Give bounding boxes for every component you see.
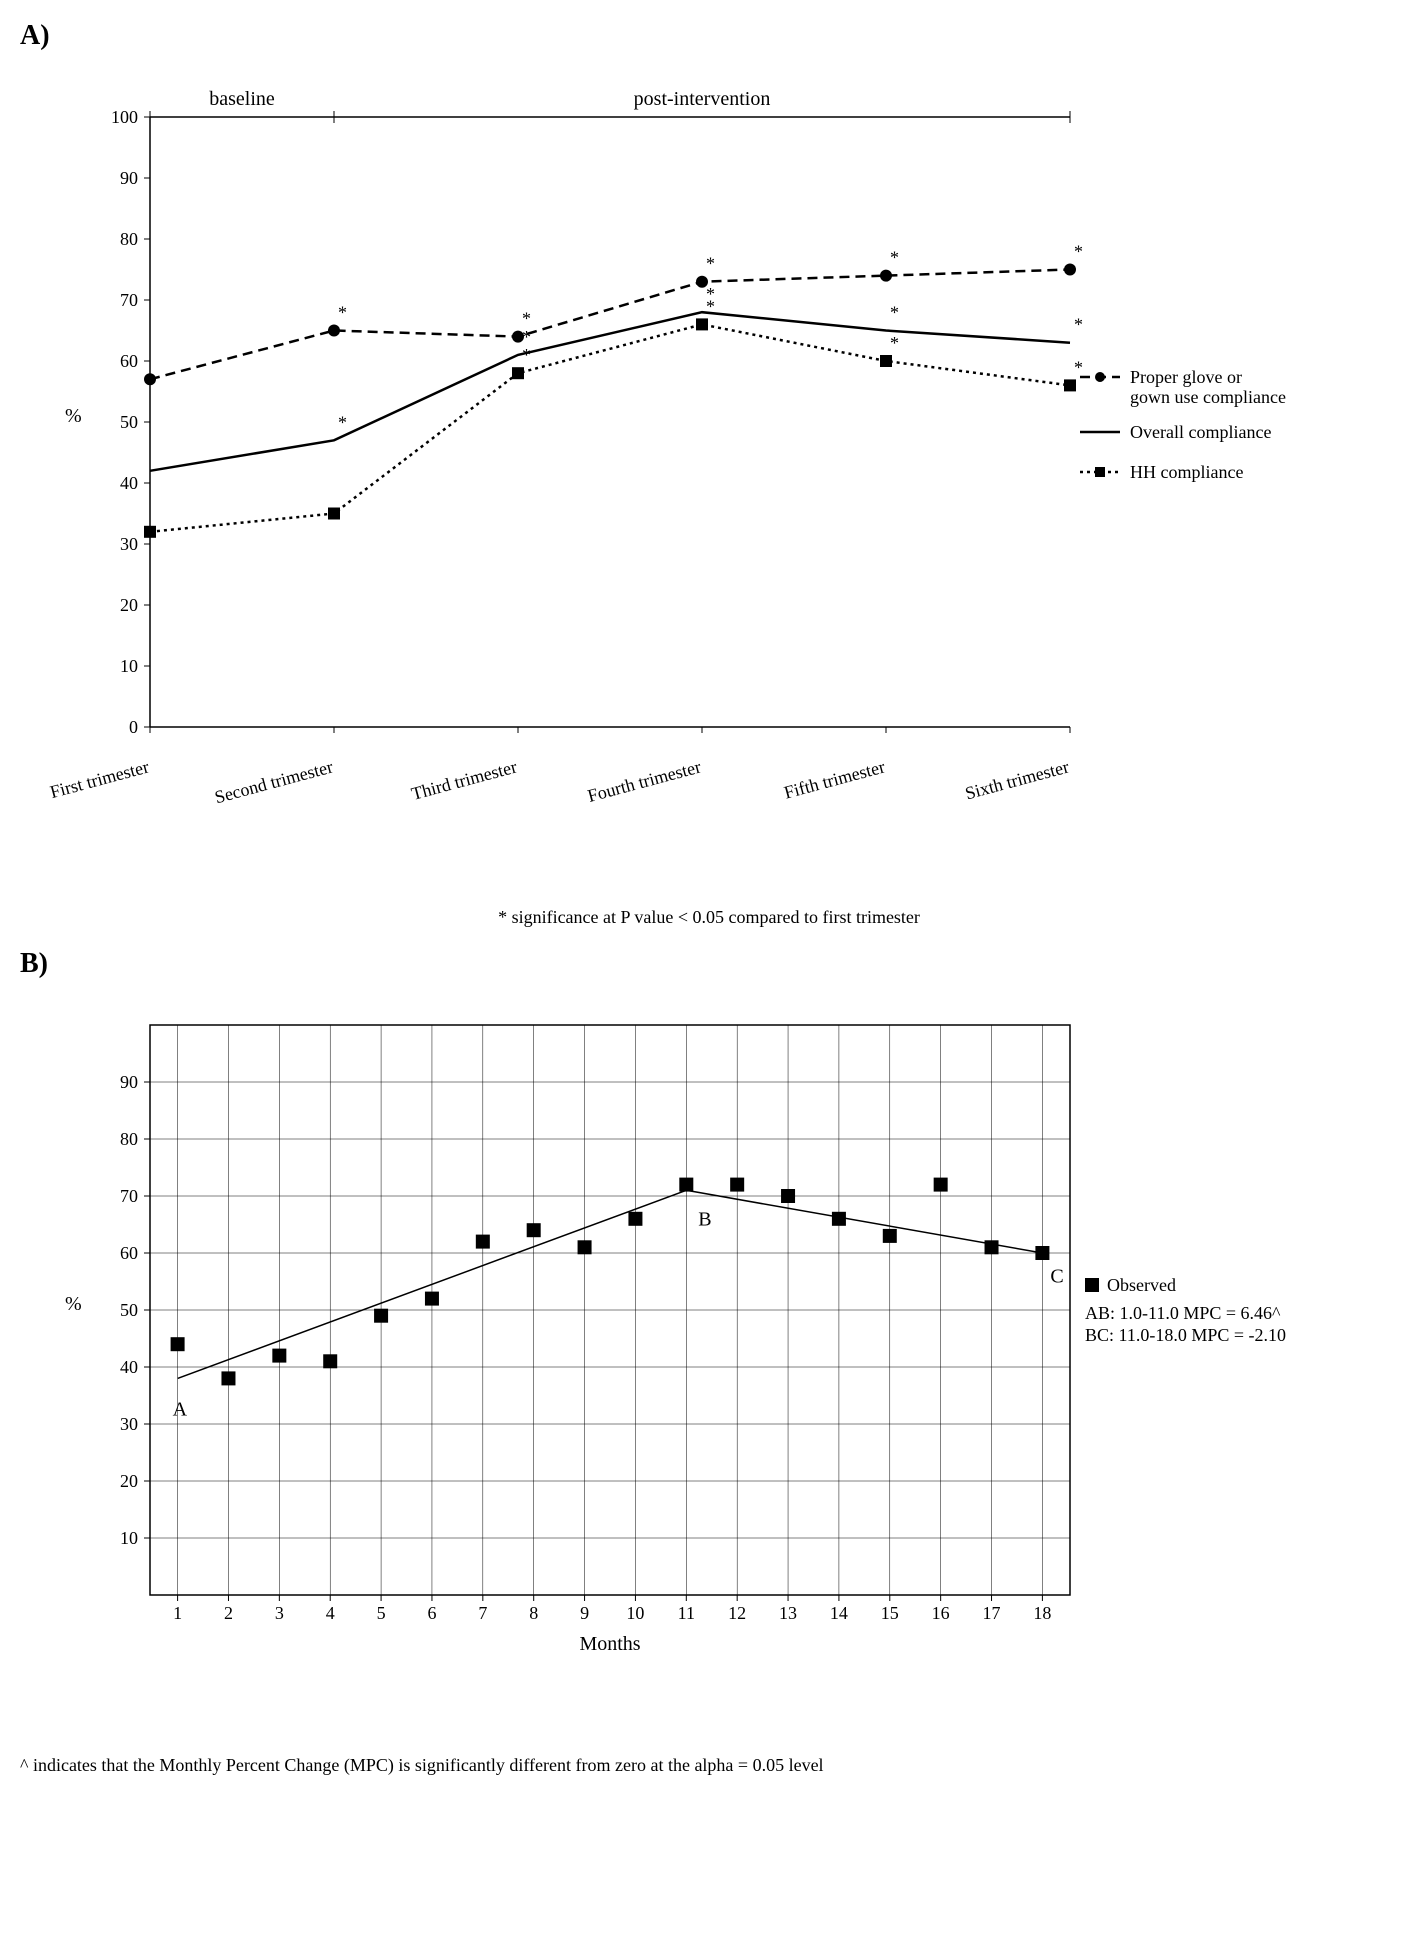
svg-text:baseline: baseline <box>209 88 275 110</box>
svg-text:2: 2 <box>224 1603 233 1623</box>
panel-a-label: A) <box>20 20 1398 52</box>
svg-text:*: * <box>890 333 899 353</box>
svg-text:Sixth trimester: Sixth trimester <box>963 757 1071 804</box>
svg-text:20: 20 <box>120 1471 138 1491</box>
svg-text:*: * <box>1074 315 1083 335</box>
svg-text:Observed: Observed <box>1107 1275 1176 1295</box>
svg-text:10: 10 <box>626 1603 644 1623</box>
svg-text:*: * <box>1074 357 1083 377</box>
svg-text:5: 5 <box>377 1603 386 1623</box>
svg-text:0: 0 <box>129 717 138 737</box>
svg-text:post-intervention: post-intervention <box>634 88 771 110</box>
svg-text:60: 60 <box>120 1243 138 1263</box>
svg-text:Months: Months <box>579 1633 640 1655</box>
svg-text:80: 80 <box>120 229 138 249</box>
svg-text:70: 70 <box>120 290 138 310</box>
svg-text:B: B <box>698 1208 711 1230</box>
svg-text:20: 20 <box>120 595 138 615</box>
svg-text:18: 18 <box>1033 1603 1051 1623</box>
svg-text:AB: 1.0-11.0 MPC = 6.46^: AB: 1.0-11.0 MPC = 6.46^ <box>1085 1303 1281 1323</box>
svg-text:13: 13 <box>779 1603 797 1623</box>
svg-text:*: * <box>522 309 531 329</box>
svg-text:*: * <box>338 303 347 323</box>
svg-text:4: 4 <box>326 1603 335 1623</box>
svg-text:10: 10 <box>120 656 138 676</box>
svg-text:Second trimester: Second trimester <box>213 757 336 808</box>
svg-text:60: 60 <box>120 351 138 371</box>
panel-b-footnote: ^ indicates that the Monthly Percent Cha… <box>20 1755 1398 1776</box>
svg-text:9: 9 <box>580 1603 589 1623</box>
svg-text:*: * <box>522 327 531 347</box>
svg-text:1: 1 <box>173 1603 182 1623</box>
svg-text:90: 90 <box>120 1072 138 1092</box>
svg-text:First trimester: First trimester <box>48 757 151 803</box>
svg-text:*: * <box>890 303 899 323</box>
svg-text:90: 90 <box>120 168 138 188</box>
svg-text:Fifth trimester: Fifth trimester <box>782 757 887 803</box>
svg-text:40: 40 <box>120 1357 138 1377</box>
svg-text:HH compliance: HH compliance <box>1130 462 1243 482</box>
panel-a-footnote: * significance at P value < 0.05 compare… <box>20 907 1398 928</box>
svg-text:*: * <box>338 412 347 432</box>
svg-text:*: * <box>890 248 899 268</box>
svg-text:100: 100 <box>111 107 138 127</box>
svg-text:8: 8 <box>529 1603 538 1623</box>
svg-text:30: 30 <box>120 534 138 554</box>
svg-text:*: * <box>522 345 531 365</box>
svg-text:17: 17 <box>983 1603 1001 1623</box>
svg-text:11: 11 <box>678 1603 695 1623</box>
svg-text:*: * <box>706 254 715 274</box>
svg-text:%: % <box>65 405 82 427</box>
svg-text:7: 7 <box>478 1603 487 1623</box>
chart-a-svg: 0 10 20 30 40 50 60 70 80 90 100% baseline post-inte… <box>20 57 1400 877</box>
svg-text:%: % <box>65 1293 82 1315</box>
svg-text:Overall compliance: Overall compliance <box>1130 422 1271 442</box>
svg-text:50: 50 <box>120 412 138 432</box>
svg-text:*: * <box>1074 242 1083 262</box>
svg-text:Proper glove or: Proper glove or <box>1130 367 1242 387</box>
svg-text:50: 50 <box>120 1300 138 1320</box>
panel-b-label: B) <box>20 948 1398 980</box>
svg-text:3: 3 <box>275 1603 284 1623</box>
panel-a-chart: 0 10 20 30 40 50 60 70 80 90 100% baseline post-inte… <box>20 57 1398 877</box>
svg-text:Fourth trimester: Fourth trimester <box>585 757 703 806</box>
svg-text:15: 15 <box>881 1603 899 1623</box>
chart-b-svg: 1020304050607080901234567891011121314151… <box>20 985 1400 1725</box>
svg-text:*: * <box>706 296 715 316</box>
svg-text:70: 70 <box>120 1186 138 1206</box>
svg-text:A: A <box>173 1399 188 1421</box>
svg-text:Third trimester: Third trimester <box>409 757 519 804</box>
svg-text:C: C <box>1050 1265 1063 1287</box>
svg-text:6: 6 <box>427 1603 436 1623</box>
svg-text:14: 14 <box>830 1603 848 1623</box>
svg-text:40: 40 <box>120 473 138 493</box>
svg-text:BC: 11.0-18.0 MPC = -2.10: BC: 11.0-18.0 MPC = -2.10 <box>1085 1325 1286 1345</box>
svg-text:gown use compliance: gown use compliance <box>1130 387 1286 407</box>
svg-text:10: 10 <box>120 1528 138 1548</box>
svg-text:80: 80 <box>120 1129 138 1149</box>
svg-text:12: 12 <box>728 1603 746 1623</box>
panel-b-chart: 1020304050607080901234567891011121314151… <box>20 985 1398 1725</box>
svg-text:30: 30 <box>120 1414 138 1434</box>
svg-text:16: 16 <box>932 1603 950 1623</box>
